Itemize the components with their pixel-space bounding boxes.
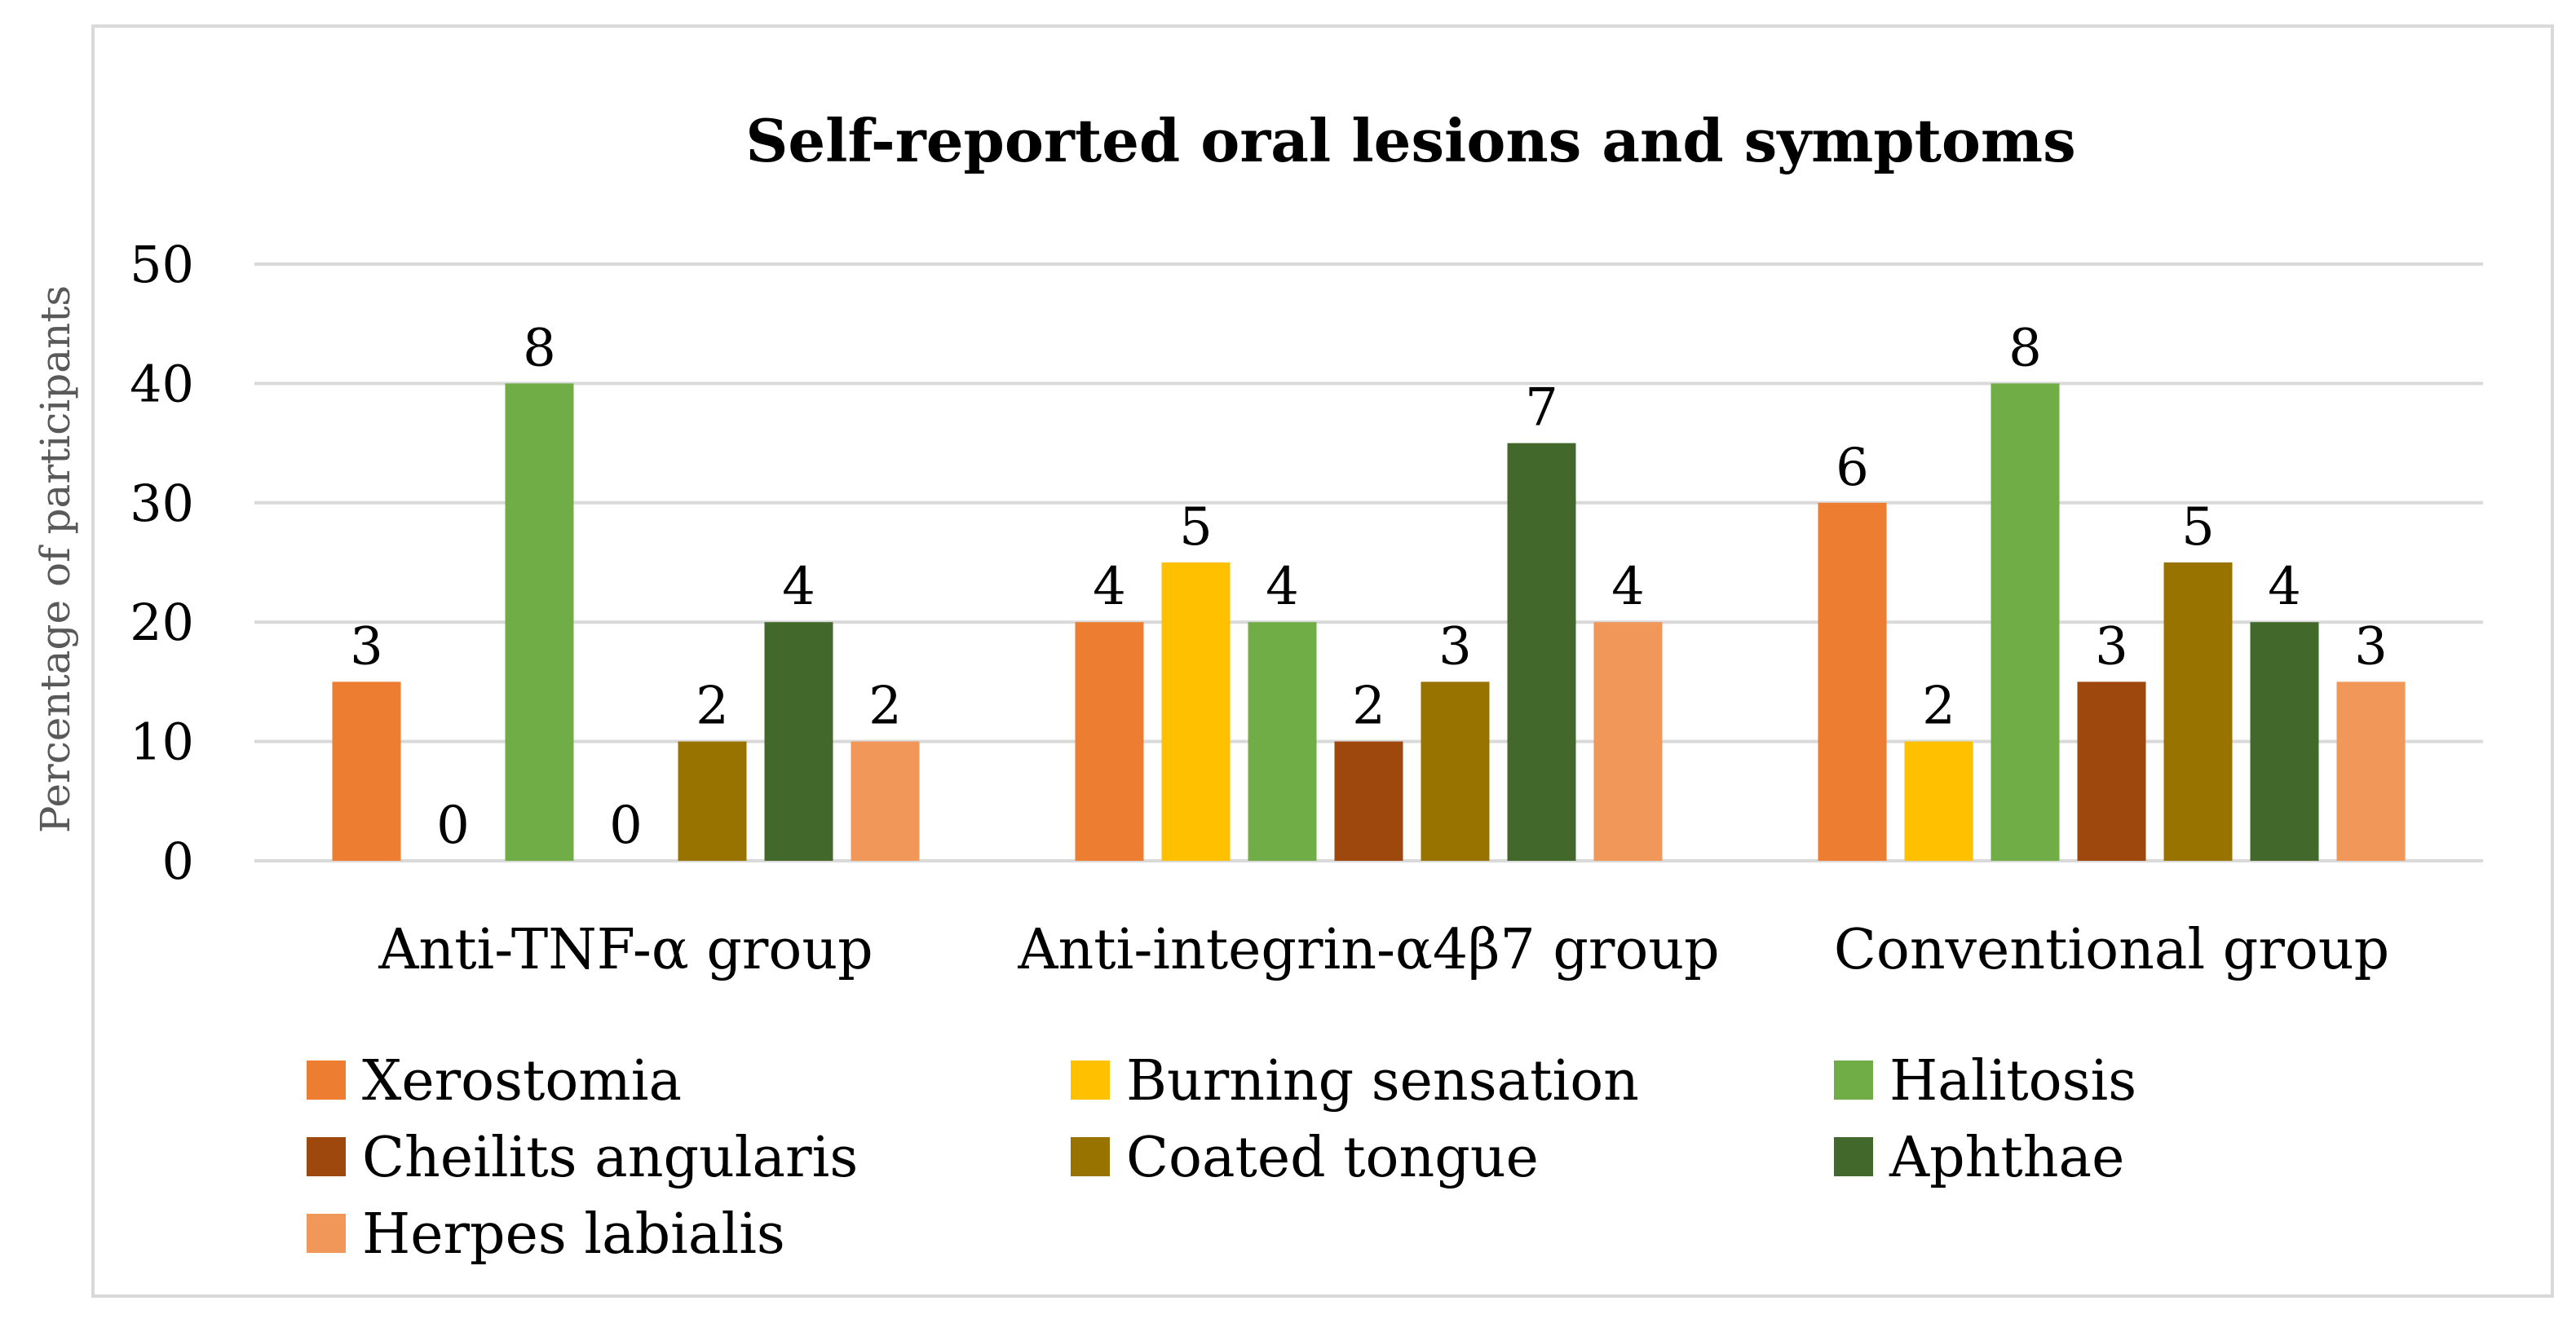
bar-cheilits-angularis: [1334, 741, 1403, 861]
legend-label: Halitosis: [1889, 1049, 2136, 1114]
bar-cheilits-angularis: [2077, 681, 2146, 861]
legend-item-aphthae: Aphthae: [1834, 1126, 2124, 1190]
y-tick-labels: 0 10 20 30 40 50: [130, 235, 194, 891]
bars: [332, 383, 2406, 861]
category-label: Conventional group: [1834, 918, 2389, 982]
category-label: Anti-TNF-α group: [378, 918, 873, 982]
bar-burning-sensation: [1904, 741, 1973, 861]
legend-item-coated-tongue: Coated tongue: [1071, 1126, 1539, 1190]
data-label: 0: [609, 796, 643, 856]
legend-item-cheilits-angularis: Cheilits angularis: [307, 1126, 858, 1190]
data-label: 2: [868, 677, 902, 737]
legend-label: Aphthae: [1889, 1126, 2124, 1190]
data-label: 2: [1352, 677, 1385, 737]
y-tick-label: 50: [130, 235, 194, 294]
y-tick-label: 0: [162, 831, 194, 891]
y-tick-label: 30: [130, 474, 194, 533]
bar-coated-tongue: [678, 741, 747, 861]
data-label: 0: [436, 796, 470, 856]
chart-title: Self-reported oral lesions and symptoms: [745, 106, 2075, 175]
legend-swatch: [1071, 1137, 1110, 1176]
bar-herpes-labialis: [2336, 681, 2406, 861]
data-label: 3: [350, 616, 383, 677]
bar-coated-tongue: [1421, 681, 1490, 861]
y-axis-label: Percentage of participants: [32, 285, 79, 833]
data-label: 4: [782, 557, 815, 617]
y-tick-label: 10: [130, 712, 194, 772]
legend-item-herpes-labialis: Herpes labialis: [307, 1202, 785, 1267]
legend-swatch: [1834, 1137, 1873, 1176]
data-label: 5: [2181, 497, 2215, 558]
legend-swatch: [1834, 1061, 1873, 1100]
bar-aphthae: [2250, 622, 2319, 861]
bar-herpes-labialis: [851, 741, 920, 861]
legend-swatch: [307, 1137, 346, 1176]
data-label: 6: [1836, 438, 1869, 498]
legend-swatch: [307, 1061, 346, 1100]
bar-xerostomia: [332, 681, 401, 861]
bar-burning-sensation: [1161, 562, 1231, 861]
bar-halitosis: [1248, 622, 1317, 861]
legend-item-xerostomia: Xerostomia: [307, 1049, 682, 1114]
legend-swatch: [1071, 1061, 1110, 1100]
legend-label: Cheilits angularis: [362, 1126, 858, 1190]
bar-coated-tongue: [2163, 562, 2233, 861]
bar-halitosis: [505, 383, 574, 861]
bar-aphthae: [1507, 443, 1576, 861]
chart-frame: [91, 24, 2554, 1298]
data-label: 3: [2095, 616, 2128, 677]
data-label: 8: [523, 318, 556, 378]
bar-halitosis: [1991, 383, 2060, 861]
legend-item-halitosis: Halitosis: [1834, 1049, 2136, 1114]
data-label: 8: [2008, 318, 2042, 378]
data-label: 2: [1922, 677, 1955, 737]
data-label: 2: [696, 677, 729, 737]
category-labels: Anti-TNF-α group Anti-integrin-α4β7 group…: [378, 918, 2389, 982]
legend-label: Xerostomia: [362, 1049, 682, 1114]
legend-label: Coated tongue: [1126, 1126, 1539, 1190]
legend: Xerostomia Burning sensation Halitosis Chei…: [307, 1049, 2136, 1267]
category-label: Anti-integrin-α4β7 group: [1017, 918, 1719, 982]
data-label: 3: [1438, 616, 1472, 677]
legend-item-burning-sensation: Burning sensation: [1071, 1049, 1639, 1114]
data-label: 4: [1266, 557, 1299, 617]
data-label: 4: [2268, 557, 2301, 617]
data-label: 4: [1611, 557, 1645, 617]
data-label: 3: [2354, 616, 2388, 677]
bar-herpes-labialis: [1593, 622, 1663, 861]
y-tick-label: 40: [130, 354, 194, 413]
bar-xerostomia: [1818, 502, 1887, 861]
data-label: 5: [1179, 497, 1213, 558]
data-label: 7: [1525, 378, 1558, 439]
data-label: 4: [1093, 557, 1126, 617]
legend-label: Herpes labialis: [362, 1202, 785, 1267]
bar-aphthae: [764, 622, 833, 861]
y-tick-label: 20: [130, 593, 194, 652]
legend-swatch: [307, 1214, 346, 1253]
bar-xerostomia: [1075, 622, 1144, 861]
legend-label: Burning sensation: [1126, 1049, 1639, 1114]
